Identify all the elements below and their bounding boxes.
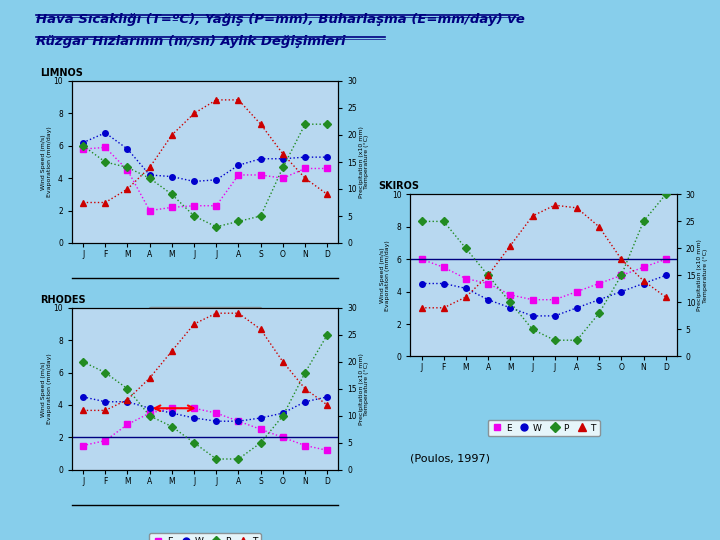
Legend: E, W, P, T: E, W, P, T [149, 534, 261, 540]
Text: (Poulos, 1997): (Poulos, 1997) [410, 454, 490, 464]
Text: SKIROS: SKIROS [379, 181, 420, 192]
Text: LIMNOS: LIMNOS [40, 68, 83, 78]
Legend: E, W, P, T: E, W, P, T [487, 420, 600, 436]
Y-axis label: Precipitation (x10 mm)
Temperature (°C): Precipitation (x10 mm) Temperature (°C) [359, 126, 369, 198]
Y-axis label: Precipitation (x10 mm)
Temperature (°C): Precipitation (x10 mm) Temperature (°C) [359, 353, 369, 425]
Legend: E, W, P, T: E, W, P, T [149, 307, 261, 323]
Text: Hava Sıcaklığı (T=ºC), Yağış (P=mm), Buharlaşma (E=mm/day) ve: Hava Sıcaklığı (T=ºC), Yağış (P=mm), Buh… [36, 14, 525, 26]
Y-axis label: Wind Speed (m/s)
Evaporation (mm/day): Wind Speed (m/s) Evaporation (mm/day) [379, 240, 390, 311]
Text: RHODES: RHODES [40, 295, 86, 305]
Y-axis label: Wind Speed (m/s)
Evaporation (mm/day): Wind Speed (m/s) Evaporation (mm/day) [41, 353, 52, 424]
Text: Rüzgar Hızlarının (m/sn) Aylık Değişimleri: Rüzgar Hızlarının (m/sn) Aylık Değişimle… [36, 35, 346, 48]
Y-axis label: Precipitation (x10 mm)
Temperature (°C): Precipitation (x10 mm) Temperature (°C) [697, 239, 708, 312]
Y-axis label: Wind Speed (m/s)
Evaporation (mm/day): Wind Speed (m/s) Evaporation (mm/day) [41, 126, 52, 198]
